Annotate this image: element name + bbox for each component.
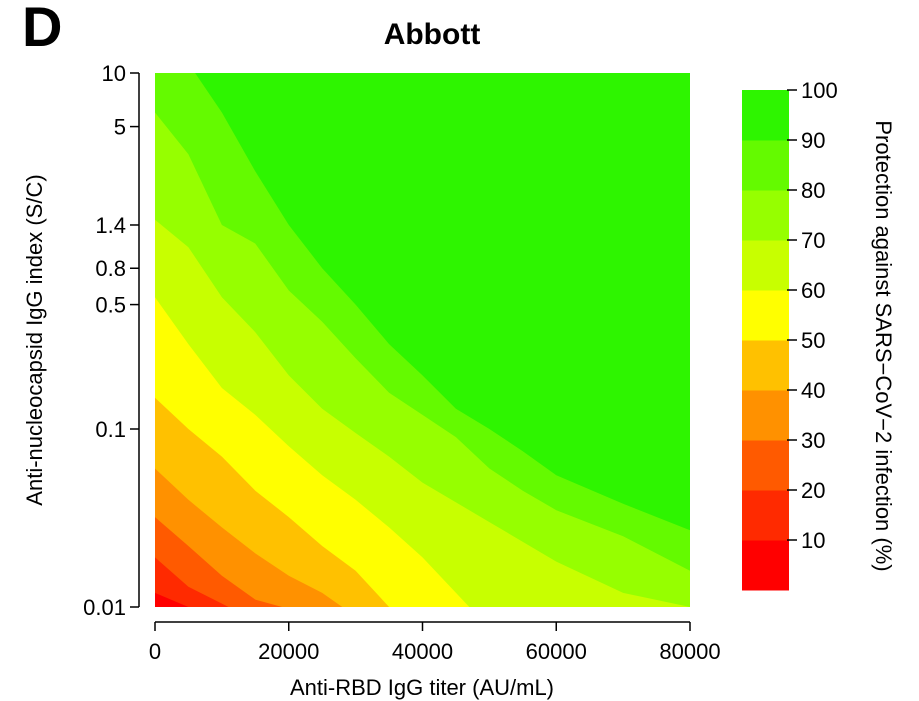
colorbar-tick-label: 100: [801, 78, 838, 103]
colorbar-tick-label: 80: [801, 178, 825, 203]
colorbar-band: [742, 140, 789, 191]
colorbar-tick-label: 70: [801, 228, 825, 253]
contour-band-90-100: [195, 73, 690, 531]
x-tick-label: 0: [149, 639, 161, 664]
y-tick-label: 0.1: [95, 417, 126, 442]
x-tick-label: 60000: [526, 639, 587, 664]
chart-title: Abbott: [384, 18, 481, 51]
y-tick-label: 1.4: [95, 213, 126, 238]
colorbar-tick-label: 10: [801, 528, 825, 553]
x-ticks: 0 20000 40000 60000 80000: [149, 622, 721, 664]
colorbar-band: [742, 290, 789, 341]
colorbar-band: [742, 190, 789, 241]
x-tick-label: 80000: [659, 639, 720, 664]
y-tick-label: 0.5: [95, 293, 126, 318]
colorbar-band: [742, 340, 789, 391]
colorbar-band: [742, 440, 789, 491]
colorbar-band: [742, 390, 789, 441]
y-ticks: 0.01 0.1 0.5 0.8 1.4 5 10: [83, 61, 139, 620]
colorbar-band: [742, 90, 789, 141]
colorbar-band: [742, 490, 789, 541]
x-tick-label: 40000: [392, 639, 453, 664]
axes: 0 20000 40000 60000 80000 0.01 0.1 0.5 0.8 1.4 5 1…: [83, 61, 720, 664]
x-axis-label: Anti-RBD IgG titer (AU/mL): [290, 675, 554, 700]
colorbar-tick-label: 20: [801, 478, 825, 503]
contour-fill-layer: [155, 73, 690, 607]
colorbar-tick-label: 90: [801, 128, 825, 153]
colorbar-tick-label: 60: [801, 278, 825, 303]
colorbar-band: [742, 540, 789, 591]
colorbar-ticks: 10 20 30 40 50 60 70 80 90 100: [787, 78, 838, 553]
y-tick-label: 10: [102, 61, 126, 86]
colorbar-bands: [742, 90, 789, 591]
colorbar-tick-label: 40: [801, 378, 825, 403]
colorbar: 10 20 30 40 50 60 70 80 90 100: [742, 78, 838, 591]
colorbar-label: Protection against SARS−CoV−2 infection …: [871, 120, 896, 571]
colorbar-tick-label: 30: [801, 428, 825, 453]
x-tick-label: 20000: [258, 639, 319, 664]
y-tick-label: 0.01: [83, 595, 126, 620]
colorbar-tick-label: 50: [801, 328, 825, 353]
colorbar-band: [742, 240, 789, 291]
y-axis-label: Anti-nucleocapsid IgG index (S/C): [22, 174, 47, 505]
y-tick-label: 5: [114, 115, 126, 140]
panel-label: D: [22, 0, 62, 58]
y-tick-label: 0.8: [95, 256, 126, 281]
